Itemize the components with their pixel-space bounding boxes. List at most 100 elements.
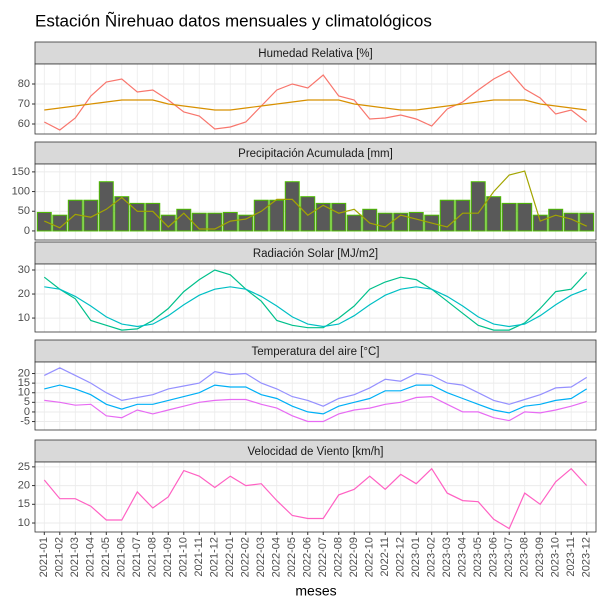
bar [563, 212, 579, 232]
y-tick-label: 50 [18, 205, 30, 217]
bar [284, 181, 300, 232]
x-tick-label: 2021-09 [162, 537, 174, 577]
y-tick-label: -5 [20, 415, 30, 427]
bar [501, 202, 517, 232]
y-tick-label: 30 [18, 264, 30, 276]
chart-title: Estación Ñirehuao datos mensuales y clim… [35, 11, 432, 30]
x-tick-label: 2023-11 [565, 537, 577, 577]
panel-border [34, 63, 597, 135]
y-tick-label: 0 [24, 225, 30, 237]
y-tick-label: 15 [18, 377, 30, 389]
x-tick-label: 2022-03 [255, 537, 267, 577]
x-tick-label: 2022-04 [271, 537, 283, 577]
x-tick-label: 2023-05 [472, 537, 484, 577]
x-axis-label: meses [295, 583, 336, 599]
line [44, 384, 588, 415]
bar [579, 212, 595, 232]
y-tick-label: 25 [18, 461, 30, 473]
bar [160, 214, 176, 232]
x-tick-label: 2021-06 [116, 537, 128, 577]
bar [455, 199, 471, 232]
bar [346, 214, 362, 232]
panel-border [34, 361, 597, 431]
x-tick-label: 2022-11 [379, 537, 391, 577]
panel-border [34, 163, 597, 241]
bar [207, 212, 223, 232]
bar [145, 202, 161, 232]
x-tick-label: 2023-03 [441, 537, 453, 577]
bar [362, 208, 378, 232]
line [44, 395, 587, 423]
x-tick-label: 2022-02 [240, 537, 252, 577]
y-tick-label: 80 [18, 78, 30, 90]
strip-label: Velocidad de Viento [km/h] [248, 446, 384, 458]
x-tick-label: 2023-08 [519, 537, 531, 577]
y-tick-label: 0 [24, 406, 30, 418]
x-tick-label: 2022-05 [286, 537, 298, 577]
x-tick-label: 2023-01 [410, 537, 422, 577]
y-tick-label: 10 [18, 387, 30, 399]
y-tick-label: 10 [18, 517, 30, 529]
y-tick-label: 100 [12, 185, 30, 197]
y-tick-label: 5 [24, 396, 30, 408]
x-tick-label: 2021-03 [69, 537, 81, 577]
x-tick-label: 2022-01 [224, 537, 236, 577]
y-tick-label: 20 [18, 288, 30, 300]
bar [517, 202, 533, 232]
x-tick-label: 2023-02 [426, 537, 438, 577]
bar [98, 181, 114, 232]
x-tick-label: 2022-07 [317, 537, 329, 577]
bar [532, 214, 548, 232]
panel-border [34, 461, 597, 533]
x-tick-label: 2021-08 [147, 537, 159, 577]
plot-area [35, 264, 596, 332]
x-tick-label: 2021-02 [54, 537, 66, 577]
bar [300, 196, 316, 232]
x-tick-label: 2021-04 [85, 537, 97, 577]
x-tick-label: 2021-05 [100, 537, 112, 577]
x-tick-label: 2022-12 [395, 537, 407, 577]
x-tick-label: 2021-12 [209, 537, 221, 577]
y-tick-label: 150 [12, 166, 30, 178]
bar [377, 212, 393, 232]
line [44, 99, 587, 111]
bar [253, 199, 269, 232]
x-tick-label: 2023-07 [503, 537, 515, 577]
x-tick-label: 2023-09 [534, 537, 546, 577]
strip-label: Temperatura del aire [°C] [252, 346, 380, 358]
bar [114, 196, 130, 232]
line [44, 70, 588, 131]
y-tick-label: 60 [18, 118, 30, 130]
bar [129, 202, 145, 232]
bar [52, 214, 68, 232]
bar [486, 196, 502, 232]
bar [315, 202, 331, 232]
x-tick-label: 2021-01 [38, 537, 50, 577]
x-tick-label: 2022-06 [302, 537, 314, 577]
x-tick-label: 2023-10 [550, 537, 562, 577]
strip-label: Precipitación Acumulada [mm] [238, 148, 393, 160]
line [44, 367, 588, 407]
y-tick-label: 15 [18, 498, 30, 510]
x-tick-label: 2023-06 [488, 537, 500, 577]
x-tick-label: 2023-12 [581, 537, 593, 577]
bar [331, 202, 347, 232]
bar [408, 211, 424, 232]
line [43, 269, 588, 331]
plot-area [35, 462, 596, 532]
bar [548, 208, 564, 232]
y-tick-label: 70 [18, 98, 30, 110]
x-tick-label: 2022-08 [333, 537, 345, 577]
strip-label: Humedad Relativa [%] [258, 48, 372, 60]
bar [470, 181, 486, 232]
bar [238, 214, 254, 232]
line [44, 286, 587, 328]
panel-border [34, 263, 597, 333]
y-tick-label: 10 [18, 312, 30, 324]
x-tick-label: 2022-09 [348, 537, 360, 577]
bar [83, 199, 99, 232]
line [44, 170, 587, 230]
x-tick-label: 2021-11 [193, 537, 205, 577]
bar [269, 199, 285, 232]
x-tick-label: 2023-04 [457, 537, 469, 577]
